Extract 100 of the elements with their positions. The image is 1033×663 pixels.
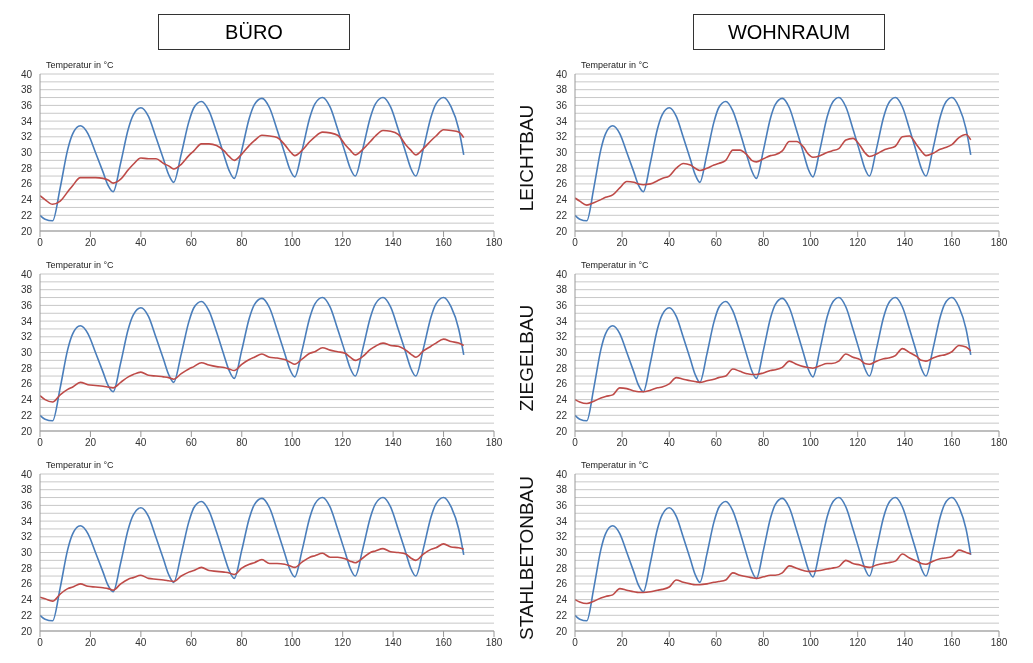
- text: ZIEGELBAU: [516, 304, 538, 412]
- y-tick-label: 34: [555, 315, 568, 327]
- x-tick-label: 60: [185, 237, 198, 249]
- y-tick-label: 34: [555, 115, 568, 127]
- line-series: [40, 338, 465, 403]
- x-tick-label: 180: [485, 637, 503, 649]
- x-tick-label: 80: [757, 437, 770, 449]
- x-tick-label: 20: [84, 637, 97, 649]
- x-tick-label: 140: [384, 637, 402, 649]
- y-tick-label: 38: [20, 284, 33, 296]
- y-tick-label: 20: [20, 225, 33, 237]
- y-tick-label: 22: [20, 209, 33, 221]
- x-tick-label: 140: [896, 237, 914, 249]
- x-tick-label: 0: [37, 237, 44, 249]
- x-tick-label: 180: [990, 437, 1008, 449]
- x-tick-label: 40: [135, 237, 147, 249]
- y-tick-label: 24: [20, 594, 33, 606]
- x-tick-label: 80: [236, 637, 248, 649]
- x-tick-label: 160: [435, 637, 453, 649]
- y-tick-label: 22: [20, 409, 33, 421]
- y-tick-label: 36: [20, 499, 33, 511]
- y-tick-label: 26: [20, 178, 33, 190]
- x-tick-label: 100: [283, 637, 301, 649]
- x-tick-label: 160: [435, 437, 453, 449]
- line-series: [40, 496, 465, 622]
- y-tick-label: 38: [555, 484, 568, 496]
- y-axis-title: Temperatur in °C: [581, 460, 649, 470]
- x-tick-label: 100: [283, 437, 301, 449]
- x-tick-label: 120: [849, 637, 867, 649]
- text: STAHLBETONBAU: [516, 475, 538, 641]
- y-tick-label: 28: [555, 562, 568, 574]
- y-tick-label: 34: [555, 515, 568, 527]
- x-tick-label: 120: [849, 237, 867, 249]
- line-series: [40, 543, 465, 602]
- y-tick-label: 26: [20, 578, 33, 590]
- x-tick-label: 40: [663, 437, 676, 449]
- x-tick-label: 160: [943, 237, 961, 249]
- y-tick-label: 36: [555, 299, 568, 311]
- x-tick-label: 40: [135, 637, 147, 649]
- y-tick-label: 20: [555, 425, 568, 437]
- x-tick-label: 140: [896, 437, 914, 449]
- line-series: [575, 344, 972, 405]
- y-tick-label: 24: [555, 594, 568, 606]
- x-tick-label: 180: [990, 237, 1008, 249]
- y-tick-label: 32: [20, 531, 33, 543]
- y-tick-label: 40: [555, 68, 568, 80]
- y-tick-label: 24: [555, 394, 568, 406]
- y-tick-label: 30: [20, 147, 33, 159]
- y-tick-label: 38: [20, 84, 33, 96]
- y-tick-label: 36: [20, 299, 33, 311]
- line-series: [575, 496, 972, 622]
- y-tick-label: 26: [555, 578, 568, 590]
- x-tick-label: 180: [485, 237, 503, 249]
- x-tick-label: 140: [896, 637, 914, 649]
- x-tick-label: 0: [572, 237, 579, 249]
- y-tick-label: 26: [555, 378, 568, 390]
- y-tick-label: 20: [555, 225, 568, 237]
- x-tick-label: 0: [37, 437, 44, 449]
- chart-title: WOHNRAUM: [693, 14, 885, 50]
- x-tick-label: 60: [710, 437, 723, 449]
- x-tick-label: 120: [334, 437, 352, 449]
- x-tick-label: 20: [84, 237, 97, 249]
- y-tick-label: 34: [20, 315, 33, 327]
- y-axis-title: Temperatur in °C: [46, 60, 114, 70]
- y-tick-label: 38: [555, 84, 568, 96]
- y-tick-label: 40: [555, 268, 568, 280]
- y-axis-title: Temperatur in °C: [46, 260, 114, 270]
- y-tick-label: 26: [555, 178, 568, 190]
- x-tick-label: 60: [185, 437, 198, 449]
- x-tick-label: 20: [84, 437, 97, 449]
- y-tick-label: 40: [555, 468, 568, 480]
- x-tick-label: 80: [236, 237, 248, 249]
- y-tick-label: 38: [20, 484, 33, 496]
- y-tick-label: 24: [20, 394, 33, 406]
- line-series: [575, 296, 972, 422]
- x-tick-label: 40: [135, 437, 147, 449]
- x-tick-label: 100: [283, 237, 301, 249]
- x-tick-label: 40: [663, 637, 676, 649]
- y-tick-label: 38: [555, 284, 568, 296]
- text: LEICHTBAU: [516, 104, 538, 212]
- x-tick-label: 140: [384, 237, 402, 249]
- x-tick-label: 0: [572, 637, 579, 649]
- line-series: [575, 133, 972, 206]
- x-tick-label: 180: [485, 437, 503, 449]
- line-series: [40, 96, 465, 222]
- y-tick-label: 28: [20, 562, 33, 574]
- line-series: [575, 96, 972, 222]
- x-tick-label: 0: [37, 637, 44, 649]
- y-tick-label: 30: [20, 547, 33, 559]
- y-tick-label: 22: [555, 609, 568, 621]
- y-tick-label: 30: [555, 147, 568, 159]
- y-tick-label: 22: [555, 409, 568, 421]
- x-tick-label: 140: [384, 437, 402, 449]
- y-tick-label: 36: [555, 499, 568, 511]
- y-tick-label: 28: [20, 162, 33, 174]
- y-tick-label: 34: [20, 515, 33, 527]
- x-tick-label: 60: [710, 237, 723, 249]
- x-tick-label: 20: [616, 437, 629, 449]
- x-tick-label: 160: [943, 637, 961, 649]
- y-tick-label: 28: [20, 362, 33, 374]
